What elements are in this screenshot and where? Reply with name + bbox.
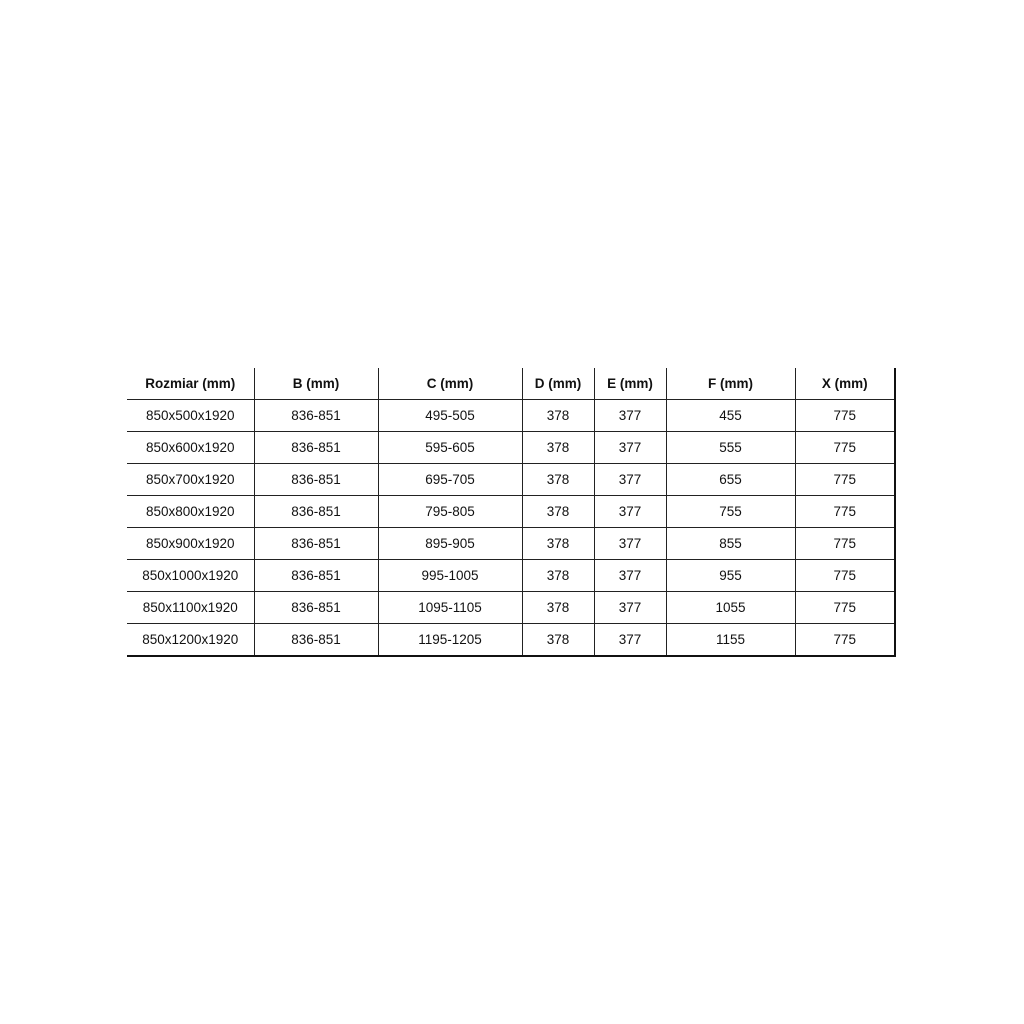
table-row: 850x800x1920 836-851 795-805 378 377 755 775: [127, 495, 896, 528]
column-header-x: X (mm): [794, 368, 896, 400]
cell-e: 377: [593, 527, 666, 560]
cell-x: 775: [794, 495, 896, 528]
table-row: 850x1100x1920 836-851 1095-1105 378 377 1055 7…: [127, 591, 896, 624]
cell-f: 955: [665, 559, 795, 592]
cell-c: 795-805: [377, 495, 522, 528]
cell-x: 775: [794, 399, 896, 432]
cell-f: 755: [665, 495, 795, 528]
cell-b: 836-851: [253, 591, 378, 624]
table-row: 850x600x1920 836-851 595-605 378 377 555 775: [127, 431, 896, 464]
cell-d: 378: [521, 495, 594, 528]
cell-x: 775: [794, 623, 896, 657]
cell-e: 377: [593, 559, 666, 592]
cell-b: 836-851: [253, 559, 378, 592]
cell-b: 836-851: [253, 463, 378, 496]
cell-c: 995-1005: [377, 559, 522, 592]
table-row: 850x900x1920 836-851 895-905 378 377 855 775: [127, 527, 896, 560]
cell-e: 377: [593, 495, 666, 528]
cell-f: 1155: [665, 623, 795, 657]
cell-b: 836-851: [253, 527, 378, 560]
cell-b: 836-851: [253, 431, 378, 464]
cell-c: 495-505: [377, 399, 522, 432]
cell-c: 895-905: [377, 527, 522, 560]
header-row: Rozmiar (mm) B (mm) C (mm) D (mm) E (mm) F (m…: [127, 368, 896, 400]
cell-x: 775: [794, 559, 896, 592]
cell-c: 1095-1105: [377, 591, 522, 624]
cell-d: 378: [521, 559, 594, 592]
cell-d: 378: [521, 527, 594, 560]
cell-size: 850x900x1920: [127, 527, 254, 560]
cell-b: 836-851: [253, 495, 378, 528]
table-row: 850x700x1920 836-851 695-705 378 377 655 775: [127, 463, 896, 496]
column-header-e: E (mm): [593, 368, 666, 400]
cell-f: 555: [665, 431, 795, 464]
cell-d: 378: [521, 463, 594, 496]
cell-f: 1055: [665, 591, 795, 624]
cell-size: 850x700x1920: [127, 463, 254, 496]
cell-e: 377: [593, 399, 666, 432]
cell-e: 377: [593, 431, 666, 464]
cell-size: 850x1200x1920: [127, 623, 254, 657]
table-row: 850x1000x1920 836-851 995-1005 378 377 955 775: [127, 559, 896, 592]
cell-b: 836-851: [253, 399, 378, 432]
cell-size: 850x1000x1920: [127, 559, 254, 592]
cell-e: 377: [593, 591, 666, 624]
column-header-size: Rozmiar (mm): [127, 368, 254, 400]
cell-x: 775: [794, 463, 896, 496]
dimensions-table: Rozmiar (mm) B (mm) C (mm) D (mm) E (mm) F (m…: [127, 368, 896, 657]
column-header-c: C (mm): [377, 368, 522, 400]
cell-d: 378: [521, 399, 594, 432]
cell-b: 836-851: [253, 623, 378, 657]
cell-size: 850x1100x1920: [127, 591, 254, 624]
cell-size: 850x800x1920: [127, 495, 254, 528]
cell-d: 378: [521, 591, 594, 624]
cell-f: 455: [665, 399, 795, 432]
cell-e: 377: [593, 623, 666, 657]
cell-size: 850x600x1920: [127, 431, 254, 464]
column-header-b: B (mm): [253, 368, 378, 400]
table-row: 850x1200x1920 836-851 1195-1205 378 377 1155 7…: [127, 623, 896, 657]
cell-f: 655: [665, 463, 795, 496]
table-row: 850x500x1920 836-851 495-505 378 377 455 775: [127, 399, 896, 432]
cell-x: 775: [794, 431, 896, 464]
column-header-f: F (mm): [665, 368, 795, 400]
cell-d: 378: [521, 623, 594, 657]
cell-c: 695-705: [377, 463, 522, 496]
cell-c: 1195-1205: [377, 623, 522, 657]
column-header-d: D (mm): [521, 368, 594, 400]
cell-d: 378: [521, 431, 594, 464]
cell-f: 855: [665, 527, 795, 560]
cell-x: 775: [794, 527, 896, 560]
cell-size: 850x500x1920: [127, 399, 254, 432]
cell-c: 595-605: [377, 431, 522, 464]
cell-x: 775: [794, 591, 896, 624]
cell-e: 377: [593, 463, 666, 496]
